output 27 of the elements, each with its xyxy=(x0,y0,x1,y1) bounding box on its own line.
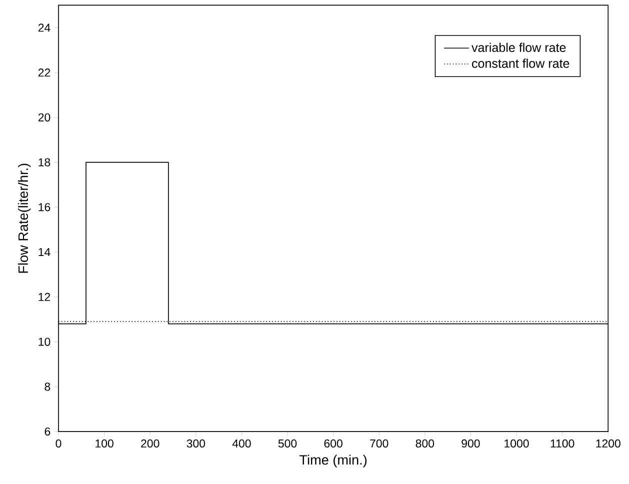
legend-label: variable flow rate xyxy=(472,42,566,52)
x-tick-label: 1000 xyxy=(504,440,529,448)
x-tick-label: 600 xyxy=(324,440,342,448)
x-tick-label: 700 xyxy=(370,440,388,448)
y-tick-label: 10 xyxy=(38,338,50,346)
x-tick-label: 200 xyxy=(141,440,160,448)
y-tick-label: 12 xyxy=(38,293,50,302)
y-tick-label: 16 xyxy=(38,203,50,212)
x-tick-label: 400 xyxy=(232,440,251,448)
legend-label: constant flow rate xyxy=(472,58,570,68)
y-tick-label: 6 xyxy=(44,428,50,436)
y-axis-title: Flow Rate(liter/hr.) xyxy=(18,164,31,273)
x-tick-label: 1200 xyxy=(596,440,620,448)
y-tick-label: 22 xyxy=(38,68,50,77)
y-tick-label: 24 xyxy=(38,24,50,32)
x-tick-label: 0 xyxy=(56,440,62,448)
x-tick-label: 900 xyxy=(462,440,480,448)
y-tick-label: 18 xyxy=(38,158,50,166)
x-axis-title: Time (min.) xyxy=(300,454,367,468)
y-tick-label: 20 xyxy=(38,113,50,122)
y-tick-label: 8 xyxy=(44,382,50,391)
x-tick-label: 100 xyxy=(96,440,114,448)
x-tick-label: 800 xyxy=(416,440,434,448)
x-tick-label: 300 xyxy=(186,440,206,448)
y-tick-label: 14 xyxy=(38,248,50,256)
x-tick-label: 1100 xyxy=(550,440,574,448)
x-tick-label: 500 xyxy=(278,440,297,448)
